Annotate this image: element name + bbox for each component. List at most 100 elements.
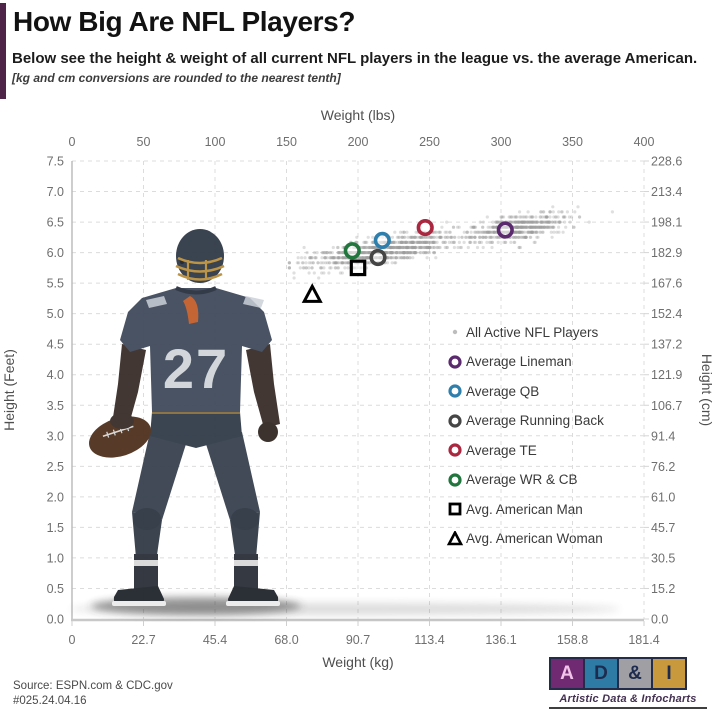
page-subtitle: Below see the height & weight of all cur… — [12, 50, 698, 67]
right-axis-tick: 121.9 — [651, 368, 682, 382]
right-axis-tick: 137.2 — [651, 338, 682, 352]
brand-tagline-rule — [549, 707, 707, 709]
right-axis-tick: 45.7 — [651, 521, 675, 535]
left-axis-tick: 7.5 — [47, 155, 64, 169]
average-markers — [301, 218, 514, 303]
right-axis-tick: 15.2 — [651, 582, 675, 596]
marker-average-lineman — [496, 221, 514, 239]
nfl-player-illustration: 27 — [70, 229, 620, 615]
legend-item: Average Lineman — [446, 354, 604, 370]
right-axis-tick: 30.5 — [651, 551, 675, 565]
legend-label: All Active NFL Players — [466, 324, 599, 340]
left-axis-tick: 5.0 — [47, 307, 64, 321]
top-axis-tick: 50 — [137, 135, 151, 149]
brand-logo-blocks: A D & I — [549, 657, 707, 690]
logo-block-&: & — [617, 657, 653, 690]
legend-label: Average Lineman — [466, 354, 572, 369]
top-axis-title: Weight (lbs) — [321, 107, 395, 123]
bottom-axis-tick: 113.4 — [414, 633, 444, 647]
top-axis-tick: 350 — [562, 135, 583, 149]
legend-item: Average TE — [446, 442, 604, 458]
marker-avg-american-woman — [301, 283, 323, 303]
right-axis-tick: 182.9 — [651, 246, 682, 260]
football — [89, 416, 151, 458]
axis-tick-labels: 0 50 100 150 200 250 300 350 400 0 22.7 45.4 68.0 90.… — [47, 135, 683, 647]
chart-grid — [71, 160, 649, 626]
chart-legend: All Active NFL Players Average Lineman Ave… — [446, 324, 604, 547]
source-line: Source: ESPN.com & CDC.gov — [13, 680, 173, 692]
right-axis-tick: 0.0 — [651, 613, 668, 627]
logo-block-i: I — [651, 657, 687, 690]
bottom-axis-tick: 158.8 — [557, 633, 588, 647]
left-axis-tick: 2.0 — [47, 490, 64, 504]
left-axis-tick: 1.0 — [47, 551, 64, 565]
legend-label: Avg. American Woman — [466, 531, 603, 546]
legend-item: Average QB — [446, 383, 604, 399]
left-axis-tick: 7.0 — [47, 185, 64, 199]
left-axis-tick: 0.5 — [47, 582, 64, 596]
marker-average-wr-cb — [343, 242, 361, 260]
right-axis-tick: 76.2 — [651, 460, 675, 474]
left-axis-tick: 4.0 — [47, 368, 64, 382]
legend-label: Average QB — [466, 383, 540, 399]
legend-glyph-circle — [448, 413, 462, 428]
right-axis-tick: 198.1 — [651, 216, 682, 230]
scatter-cloud-all-players — [287, 205, 615, 280]
top-axis-tick: 200 — [348, 135, 369, 149]
bottom-axis-tick: 68.0 — [274, 633, 298, 647]
marker-average-te — [416, 218, 434, 237]
left-axis-tick: 4.5 — [47, 338, 64, 352]
legend-label: Avg. American Man — [466, 501, 583, 517]
bottom-axis-tick: 22.7 — [131, 633, 155, 647]
title-accent-bar — [0, 3, 6, 99]
right-axis-tick: 61.0 — [651, 490, 675, 504]
marker-average-qb — [373, 231, 391, 249]
left-axis-tick: 3.0 — [47, 429, 64, 443]
legend-glyph-dot — [452, 329, 458, 335]
top-axis-tick: 300 — [491, 135, 512, 149]
right-axis-tick: 213.4 — [651, 185, 682, 199]
source-note: Source: ESPN.com & CDC.gov #025.24.04.16 — [13, 679, 173, 709]
bottom-axis-tick: 181.4 — [628, 633, 659, 647]
left-axis-tick: 3.5 — [47, 399, 64, 413]
legend-glyph-circle — [448, 384, 462, 398]
bottom-axis-tick: 90.7 — [346, 633, 370, 647]
marker-avg-american-man — [349, 259, 367, 277]
legend-item: All Active NFL Players — [446, 324, 604, 340]
legend-item: Avg. American Woman — [446, 530, 604, 547]
legend-glyph-square — [448, 502, 462, 516]
brand-tagline: Artistic Data & Infocharts — [559, 693, 697, 705]
top-axis-tick: 150 — [276, 135, 297, 149]
top-axis-tick: 400 — [634, 135, 655, 149]
conversion-note: [kg and cm conversions are rounded to th… — [12, 71, 341, 85]
legend-glyph-circle — [448, 443, 462, 457]
page-title: How Big Are NFL Players? — [13, 6, 356, 37]
top-axis-tick: 0 — [69, 135, 76, 149]
legend-item: Avg. American Man — [446, 501, 604, 517]
top-axis-tick: 250 — [419, 135, 440, 149]
left-axis-tick: 0.0 — [47, 613, 64, 627]
bottom-axis-title: Weight (kg) — [322, 654, 393, 670]
legend-glyph-circle — [448, 472, 462, 487]
left-axis-tick: 5.5 — [47, 277, 64, 291]
left-axis-tick: 6.0 — [47, 246, 64, 260]
left-axis-tick: 1.5 — [47, 521, 64, 535]
brand-logo: A D & I Artistic Data & Infocharts — [549, 657, 707, 709]
right-axis-title: Height (cm) — [699, 354, 715, 426]
logo-block-a: A — [549, 657, 585, 690]
legend-item: Average WR & CB — [446, 472, 604, 488]
legend-glyph-triangle — [446, 530, 464, 545]
right-axis-tick: 91.4 — [651, 429, 675, 443]
right-axis-tick: 228.6 — [651, 155, 682, 169]
marker-average-running-back — [369, 248, 387, 267]
legend-label: Average Running Back — [466, 413, 604, 428]
jersey-number: 27 — [163, 337, 229, 400]
legend-item: Average Running Back — [446, 413, 604, 429]
source-id: #025.24.04.16 — [13, 695, 87, 707]
right-axis-tick: 167.6 — [651, 277, 682, 291]
right-axis-tick: 106.7 — [651, 399, 682, 413]
bottom-axis-tick: 45.4 — [203, 633, 227, 647]
logo-block-d: D — [583, 657, 619, 690]
bottom-axis-tick: 136.1 — [485, 633, 516, 647]
legend-glyph-circle — [448, 354, 462, 369]
